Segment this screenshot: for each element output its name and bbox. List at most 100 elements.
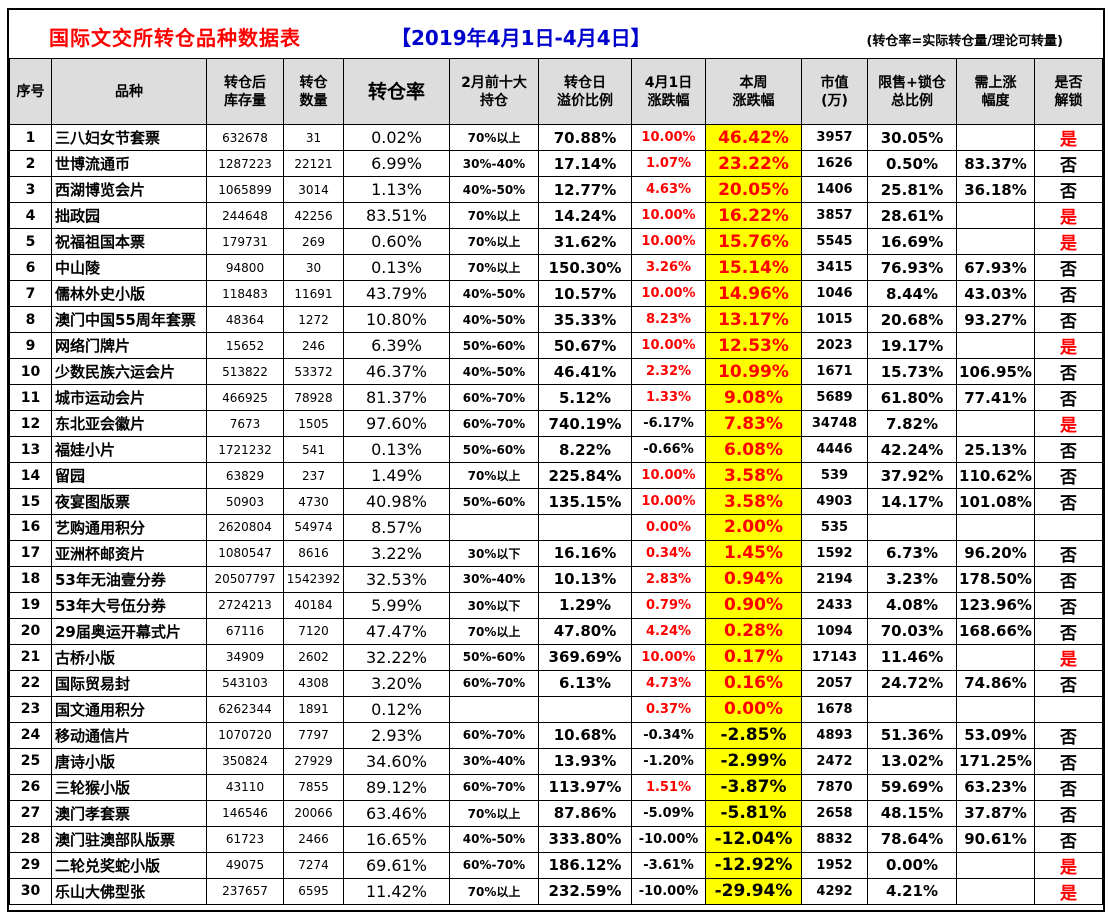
cell-transfer-qty[interactable]: 54974 (283, 514, 344, 541)
cell-week-change[interactable]: 3.58% (705, 488, 802, 515)
cell-name[interactable]: 古桥小版 (51, 643, 207, 671)
cell-transfer-qty[interactable]: 269 (283, 228, 344, 255)
cell-transfer-qty[interactable]: 78928 (283, 384, 344, 411)
cell-premium[interactable]: 12.77% (538, 176, 632, 203)
header-cap[interactable]: 市值 (万) (801, 58, 868, 125)
cell-name[interactable]: 中山陵 (51, 254, 207, 281)
cell-locked-ratio[interactable]: 61.80% (867, 384, 957, 411)
cell-premium[interactable]: 31.62% (538, 228, 632, 255)
cell-transfer-rate[interactable]: 3.22% (343, 539, 450, 567)
cell-name[interactable]: 城市运动会片 (51, 384, 207, 411)
cell-unlocked[interactable] (1034, 695, 1103, 723)
cell-stock[interactable]: 466925 (206, 384, 284, 411)
cell-top10-holdings[interactable]: 40%-50% (449, 825, 539, 853)
cell-apr1-change[interactable]: 2.32% (631, 358, 706, 385)
cell-week-change[interactable]: -12.04% (705, 825, 802, 853)
cell-stock[interactable]: 1287223 (206, 150, 284, 177)
cell-no[interactable]: 1 (9, 124, 52, 151)
cell-transfer-qty[interactable]: 2466 (283, 825, 344, 853)
cell-name[interactable]: 世博流通币 (51, 150, 207, 177)
cell-transfer-qty[interactable]: 7274 (283, 851, 344, 879)
cell-apr1-change[interactable]: 10.00% (631, 280, 706, 307)
cell-unlocked[interactable]: 否 (1034, 799, 1103, 827)
header-premium[interactable]: 转仓日 溢价比例 (538, 58, 632, 125)
cell-unlocked[interactable]: 否 (1034, 436, 1103, 463)
cell-required-rise[interactable]: 171.25% (956, 747, 1035, 775)
cell-apr1-change[interactable]: 0.34% (631, 539, 706, 567)
cell-week-change[interactable]: 9.08% (705, 384, 802, 411)
cell-top10-holdings[interactable]: 60%-70% (449, 773, 539, 801)
cell-required-rise[interactable] (956, 202, 1035, 229)
cell-no[interactable]: 16 (9, 514, 52, 541)
cell-market-cap[interactable]: 539 (801, 462, 868, 489)
cell-required-rise[interactable]: 63.23% (956, 773, 1035, 801)
cell-transfer-rate[interactable]: 0.13% (343, 436, 450, 463)
cell-premium[interactable]: 150.30% (538, 254, 632, 281)
cell-apr1-change[interactable]: -3.61% (631, 851, 706, 879)
table-row[interactable]: 1 三八妇女节套票 632678 31 0.02% 70%以上 70.88% 10.00% 46… (9, 124, 1103, 151)
cell-name[interactable]: 二轮兑奖蛇小版 (51, 851, 207, 879)
cell-stock[interactable]: 146546 (206, 799, 284, 827)
cell-locked-ratio[interactable]: 3.23% (867, 565, 957, 593)
cell-transfer-rate[interactable]: 32.22% (343, 643, 450, 671)
cell-premium[interactable]: 5.12% (538, 384, 632, 411)
cell-week-change[interactable]: 12.53% (705, 332, 802, 359)
cell-premium[interactable]: 333.80% (538, 825, 632, 853)
header-holders[interactable]: 2月前十大 持仓 (449, 58, 539, 125)
table-row[interactable]: 12 东北亚会徽片 7673 1505 97.60% 60%-70% 740.19% -6.1… (9, 410, 1103, 437)
cell-week-change[interactable]: 16.22% (705, 202, 802, 229)
cell-locked-ratio[interactable]: 30.05% (867, 124, 957, 151)
cell-top10-holdings[interactable]: 50%-60% (449, 643, 539, 671)
table-row[interactable]: 24 移动通信片 1070720 7797 2.93% 60%-70% 10.68% -0.3… (9, 721, 1103, 749)
cell-apr1-change[interactable]: -0.66% (631, 436, 706, 463)
cell-unlocked[interactable]: 是 (1034, 202, 1103, 229)
cell-transfer-rate[interactable]: 83.51% (343, 202, 450, 229)
cell-transfer-qty[interactable]: 42256 (283, 202, 344, 229)
cell-premium[interactable]: 186.12% (538, 851, 632, 879)
cell-required-rise[interactable]: 168.66% (956, 617, 1035, 645)
cell-locked-ratio[interactable]: 20.68% (867, 306, 957, 333)
cell-transfer-rate[interactable]: 6.39% (343, 332, 450, 359)
table-row[interactable]: 19 53年大号伍分券 2724213 40184 5.99% 30%以下 1.29% 0.7… (9, 591, 1103, 619)
cell-transfer-qty[interactable]: 4730 (283, 488, 344, 515)
cell-transfer-rate[interactable]: 5.99% (343, 591, 450, 619)
cell-top10-holdings[interactable]: 40%-50% (449, 280, 539, 307)
cell-top10-holdings[interactable]: 60%-70% (449, 721, 539, 749)
cell-stock[interactable]: 543103 (206, 669, 284, 697)
cell-premium[interactable]: 16.16% (538, 539, 632, 567)
cell-transfer-qty[interactable]: 27929 (283, 747, 344, 775)
cell-premium[interactable]: 10.57% (538, 280, 632, 307)
cell-unlocked[interactable]: 否 (1034, 280, 1103, 307)
cell-market-cap[interactable]: 3857 (801, 202, 868, 229)
cell-transfer-rate[interactable]: 0.13% (343, 254, 450, 281)
cell-stock[interactable]: 94800 (206, 254, 284, 281)
header-no[interactable]: 序号 (9, 58, 52, 125)
cell-apr1-change[interactable]: 1.33% (631, 384, 706, 411)
cell-stock[interactable]: 2724213 (206, 591, 284, 619)
cell-required-rise[interactable]: 93.27% (956, 306, 1035, 333)
cell-unlocked[interactable]: 是 (1034, 851, 1103, 879)
cell-week-change[interactable]: 20.05% (705, 176, 802, 203)
cell-locked-ratio[interactable]: 15.73% (867, 358, 957, 385)
cell-transfer-qty[interactable]: 2602 (283, 643, 344, 671)
cell-week-change[interactable]: -12.92% (705, 851, 802, 879)
cell-transfer-qty[interactable]: 7120 (283, 617, 344, 645)
cell-no[interactable]: 7 (9, 280, 52, 307)
cell-market-cap[interactable]: 4292 (801, 877, 868, 905)
cell-week-change[interactable]: -2.99% (705, 747, 802, 775)
cell-premium[interactable]: 8.22% (538, 436, 632, 463)
cell-stock[interactable]: 179731 (206, 228, 284, 255)
cell-transfer-rate[interactable]: 6.99% (343, 150, 450, 177)
cell-top10-holdings[interactable]: 50%-60% (449, 332, 539, 359)
cell-transfer-rate[interactable]: 16.65% (343, 825, 450, 853)
cell-no[interactable]: 17 (9, 539, 52, 567)
cell-locked-ratio[interactable]: 24.72% (867, 669, 957, 697)
cell-stock[interactable]: 43110 (206, 773, 284, 801)
cell-apr1-change[interactable]: 4.63% (631, 176, 706, 203)
cell-transfer-qty[interactable]: 7855 (283, 773, 344, 801)
cell-premium[interactable]: 46.41% (538, 358, 632, 385)
cell-week-change[interactable]: 0.00% (705, 695, 802, 723)
cell-transfer-rate[interactable]: 69.61% (343, 851, 450, 879)
cell-market-cap[interactable]: 1406 (801, 176, 868, 203)
cell-premium[interactable]: 135.15% (538, 488, 632, 515)
